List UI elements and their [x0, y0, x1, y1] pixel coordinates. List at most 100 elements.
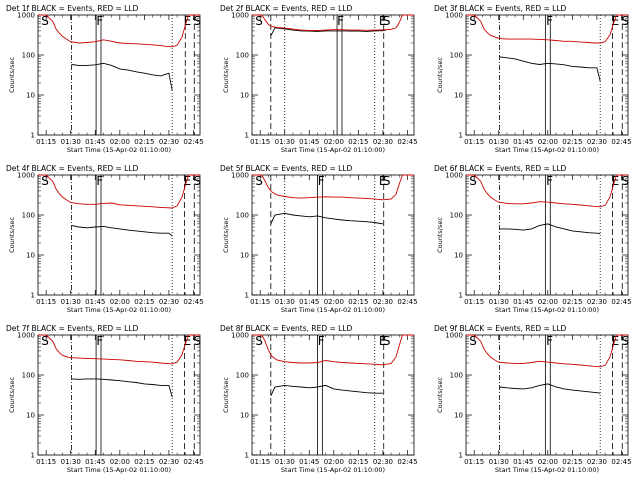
time-marker-label: E: [612, 174, 620, 188]
x-axis-label: Start Time (15-Apr-02 01:10:00): [281, 306, 385, 314]
y-tick-label: 100: [236, 212, 249, 220]
time-marker-label: F: [96, 14, 103, 28]
series-line-lld: [252, 334, 414, 366]
x-axis-label: Start Time (15-Apr-02 01:10:00): [67, 306, 171, 314]
x-axis-label: Start Time (15-Apr-02 01:10:00): [495, 146, 599, 154]
chart-title: Det 2f BLACK = Events, RED = LLD: [220, 4, 353, 13]
x-tick-label: 02:15: [562, 298, 582, 306]
time-marker-label: S: [469, 174, 477, 188]
x-tick-label: 02:45: [611, 458, 631, 466]
series-line-events: [270, 212, 383, 225]
y-tick-label: 10: [26, 412, 35, 420]
y-tick-label: 1000: [445, 172, 463, 180]
x-tick-label: 02:30: [373, 298, 393, 306]
y-axis-label: Counts/sec: [8, 57, 16, 93]
x-tick-label: 02:30: [587, 138, 607, 146]
x-tick-label: 01:15: [36, 298, 56, 306]
x-tick-label: 01:30: [61, 138, 81, 146]
x-tick-label: 01:30: [275, 298, 295, 306]
x-tick-label: 02:45: [397, 138, 417, 146]
chart-title: Det 8f BLACK = Events, RED = LLD: [220, 324, 353, 333]
time-marker-label: E: [184, 174, 192, 188]
y-tick-label: 1: [245, 452, 249, 460]
chart-title: Det 9f BLACK = Events, RED = LLD: [434, 324, 567, 333]
y-tick-label: 1000: [445, 12, 463, 20]
time-marker-label: S: [621, 334, 629, 348]
time-marker-label: S: [41, 14, 49, 28]
y-tick-label: 1: [31, 132, 35, 140]
y-tick-label: 100: [450, 212, 463, 220]
x-tick-label: 01:45: [299, 458, 319, 466]
y-tick-label: 10: [240, 252, 249, 260]
series-line-lld: [38, 174, 200, 209]
plot-frame: [37, 14, 201, 136]
x-tick-label: 02:30: [159, 138, 179, 146]
plot-frame: [251, 174, 415, 296]
y-tick-label: 1: [459, 452, 463, 460]
x-tick-label: 02:15: [562, 458, 582, 466]
x-tick-label: 01:45: [85, 138, 105, 146]
time-marker-label: E: [379, 174, 387, 188]
x-tick-label: 02:45: [397, 458, 417, 466]
y-tick-label: 1000: [231, 12, 249, 20]
x-tick-label: 01:15: [36, 138, 56, 146]
time-marker-label: E: [184, 14, 192, 28]
time-marker-label: S: [255, 174, 263, 188]
time-marker-label: S: [193, 14, 201, 28]
y-tick-label: 1000: [231, 332, 249, 340]
x-tick-label: 01:30: [489, 298, 509, 306]
x-tick-label: 01:45: [299, 298, 319, 306]
time-marker-label: F: [546, 14, 553, 28]
x-tick-label: 01:15: [464, 298, 484, 306]
time-marker-label: F: [546, 174, 553, 188]
plot-frame: [37, 174, 201, 296]
y-tick-label: 1: [245, 292, 249, 300]
chart-title: Det 3f BLACK = Events, RED = LLD: [434, 4, 567, 13]
x-tick-label: 01:45: [513, 298, 533, 306]
y-tick-label: 10: [454, 92, 463, 100]
series-line-lld: [466, 14, 628, 44]
y-axis-label: Counts/sec: [222, 377, 230, 413]
series-line-events: [71, 62, 173, 91]
time-marker-label: E: [379, 334, 387, 348]
x-tick-label: 01:30: [275, 458, 295, 466]
x-tick-label: 01:45: [299, 138, 319, 146]
time-marker-label: S: [255, 14, 263, 28]
chart-panel-4: Det 4f BLACK = Events, RED = LLD 1 10 100 10…: [6, 164, 204, 314]
y-axis-label: Counts/sec: [222, 57, 230, 93]
series-line-events: [270, 384, 383, 397]
plot-frame: [251, 334, 415, 456]
x-axis-label: Start Time (15-Apr-02 01:10:00): [67, 146, 171, 154]
y-tick-label: 10: [454, 412, 463, 420]
chart-panel-6: Det 6f BLACK = Events, RED = LLD 1 10 100 10…: [434, 164, 632, 314]
x-tick-label: 02:30: [159, 298, 179, 306]
time-marker-label: E: [184, 334, 192, 348]
time-marker-label: S: [621, 14, 629, 28]
series-line-events: [499, 56, 601, 82]
x-tick-label: 02:30: [587, 298, 607, 306]
y-tick-label: 1: [245, 132, 249, 140]
time-marker-label: S: [469, 334, 477, 348]
y-axis-label: Counts/sec: [8, 217, 16, 253]
x-tick-label: 02:00: [324, 138, 344, 146]
y-axis-label: Counts/sec: [222, 217, 230, 253]
x-axis-label: Start Time (15-Apr-02 01:10:00): [495, 466, 599, 474]
y-tick-label: 1000: [231, 172, 249, 180]
plot-frame: [465, 334, 629, 456]
x-tick-label: 02:00: [538, 458, 558, 466]
y-tick-label: 100: [236, 52, 249, 60]
y-tick-label: 1000: [17, 332, 35, 340]
chart-title: Det 1f BLACK = Events, RED = LLD: [6, 4, 139, 13]
time-marker-label: F: [337, 14, 344, 28]
x-tick-label: 02:15: [562, 138, 582, 146]
x-tick-label: 01:45: [513, 138, 533, 146]
chart-title: Det 6f BLACK = Events, RED = LLD: [434, 164, 567, 173]
chart-panel-9: Det 9f BLACK = Events, RED = LLD 1 10 100 10…: [434, 324, 632, 474]
x-tick-label: 01:30: [61, 458, 81, 466]
x-tick-label: 02:00: [538, 138, 558, 146]
y-tick-label: 100: [236, 372, 249, 380]
x-tick-label: 01:15: [250, 458, 270, 466]
y-tick-label: 1: [31, 292, 35, 300]
x-tick-label: 01:15: [464, 458, 484, 466]
